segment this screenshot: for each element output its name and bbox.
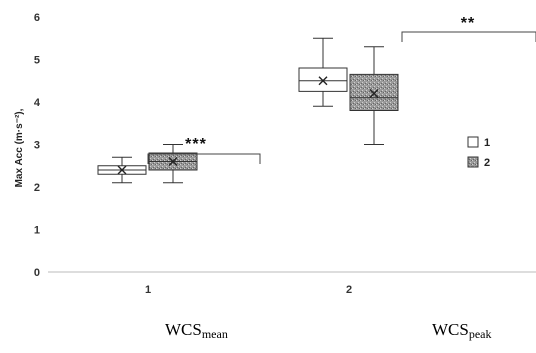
box-1-2 [148, 144, 198, 184]
caption-wcs-peak-main: WCS [432, 320, 469, 339]
y-tick-label: 1 [34, 225, 40, 237]
box-2-2 [349, 46, 399, 145]
box-1-1 [97, 156, 147, 184]
y-tick-label: 5 [34, 55, 40, 67]
legend-swatch-1 [467, 136, 479, 148]
box-2-1 [298, 37, 348, 107]
x-tick-label: 2 [346, 284, 352, 296]
plot-area: ***** [97, 15, 536, 184]
significance-label: ** [461, 15, 475, 32]
box-iqr [349, 73, 399, 111]
significance-1: *** [147, 136, 261, 164]
x-tick-label: 1 [145, 284, 151, 296]
caption-wcs-mean-main: WCS [165, 320, 202, 339]
y-axis-label: Max Acc (m·s⁻²), [14, 108, 25, 187]
legend-label-2: 2 [484, 157, 490, 169]
y-tick-label: 0 [34, 267, 40, 279]
y-tick-label: 4 [34, 97, 41, 109]
y-tick-label: 6 [34, 12, 40, 24]
y-tick-label: 3 [34, 140, 40, 152]
significance-2: ** [401, 15, 536, 42]
box-iqr [298, 67, 348, 92]
legend: 1 2 [467, 136, 490, 169]
y-tick-label: 2 [34, 182, 40, 194]
legend-label-1: 1 [484, 137, 490, 149]
caption-wcs-peak: WCSpeak [432, 320, 492, 342]
mean-marker [318, 76, 328, 86]
significance-bracket [147, 153, 261, 164]
mean-marker [369, 89, 379, 98]
mean-marker [117, 165, 127, 175]
caption-wcs-mean-sub: mean [201, 327, 228, 341]
caption-wcs-peak-sub: peak [468, 327, 492, 341]
caption-wcs-mean: WCSmean [165, 320, 228, 342]
legend-swatch-2 [467, 156, 479, 168]
axes: 0 1 2 3 4 5 6 1 2 [34, 12, 536, 296]
significance-label: *** [185, 136, 207, 153]
mean-marker [168, 157, 178, 166]
significance-bracket [401, 31, 536, 42]
